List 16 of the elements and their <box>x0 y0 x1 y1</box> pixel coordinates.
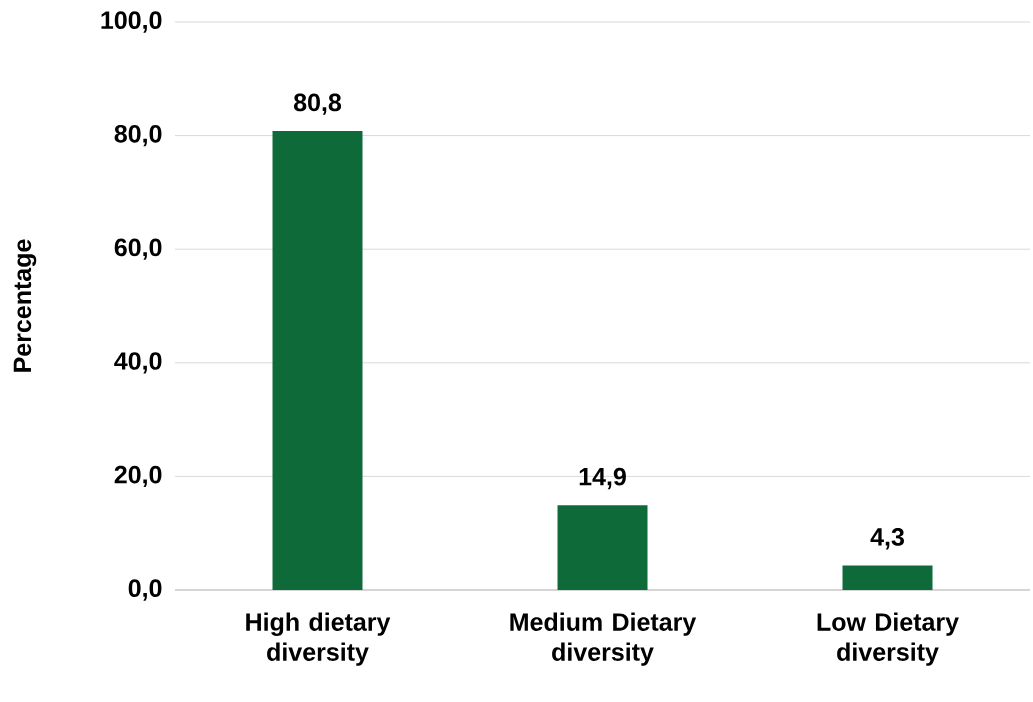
y-tick-label: 80,0 <box>114 124 162 147</box>
y-tick-label: 100,0 <box>101 11 162 33</box>
x-tick-label: Low Dietary diversity <box>817 612 959 666</box>
data-label: 4,3 <box>870 528 904 550</box>
bar <box>557 505 648 590</box>
y-tick-label: 20,0 <box>114 465 162 488</box>
y-tick-label: 0,0 <box>128 579 162 601</box>
y-tick-label: 40,0 <box>114 352 162 374</box>
x-tick-label: High dietary diversity <box>246 612 391 666</box>
data-label: 14,9 <box>579 467 626 490</box>
bar <box>272 131 363 590</box>
bar <box>842 565 933 590</box>
data-label: 80,8 <box>293 93 342 115</box>
x-tick-label: Medium Dietary diversity <box>510 612 697 666</box>
y-tick-label: 60,0 <box>114 238 162 260</box>
y-axis-title: Percentage <box>13 239 37 372</box>
